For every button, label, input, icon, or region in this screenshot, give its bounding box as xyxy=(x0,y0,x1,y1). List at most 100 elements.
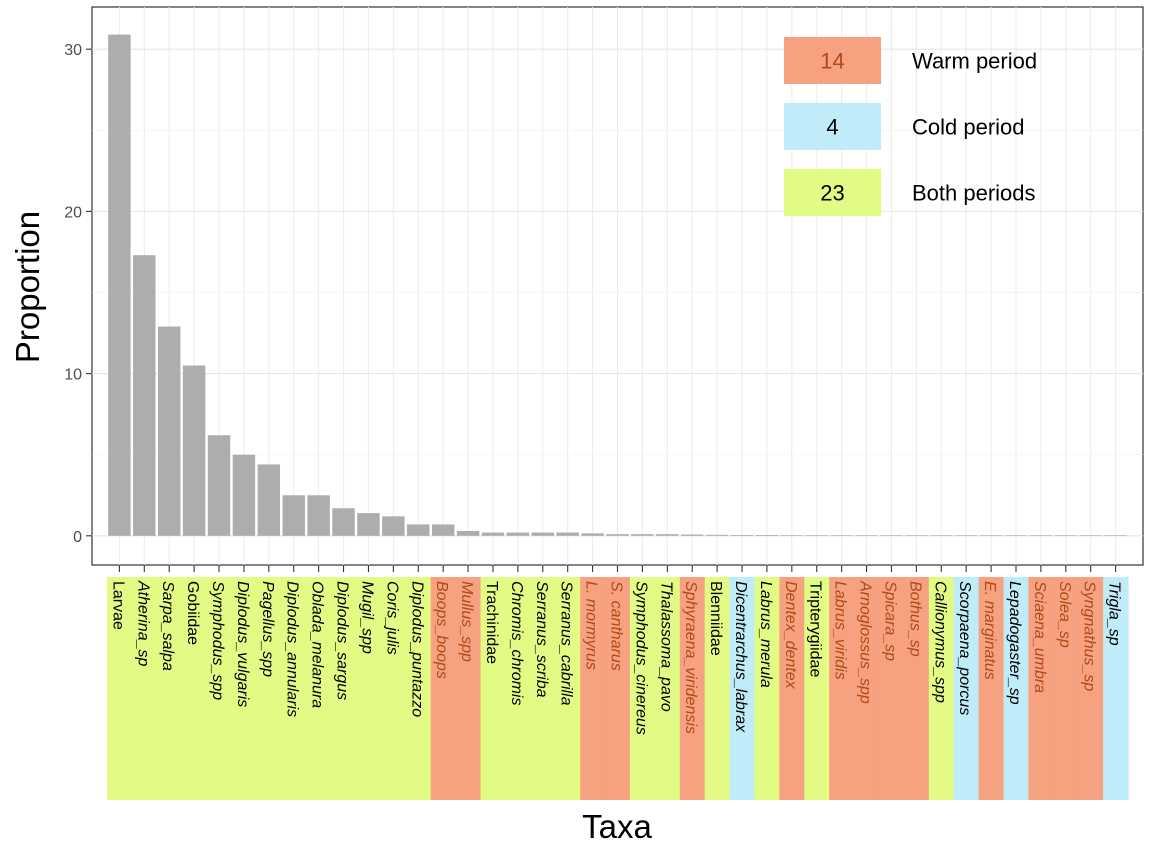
legend-swatch xyxy=(784,103,881,150)
label-background xyxy=(1053,577,1079,800)
label-background xyxy=(1103,577,1129,800)
bar xyxy=(307,495,330,536)
x-tick-label: Diplodus_vulgaris xyxy=(234,581,251,707)
bar xyxy=(506,532,530,536)
x-tick-label: Bothus_sp xyxy=(906,581,923,657)
label-background xyxy=(1078,577,1104,800)
bar xyxy=(880,535,903,536)
legend-label: Cold period xyxy=(912,115,1025,140)
bar xyxy=(1104,535,1127,536)
x-tick-label: Spicara_sp xyxy=(882,581,899,661)
label-background xyxy=(679,577,706,800)
bar xyxy=(407,524,430,536)
bars xyxy=(108,34,1127,536)
x-tick-label: Serranus_scriba xyxy=(533,581,550,698)
label-background xyxy=(580,577,606,800)
bar xyxy=(182,365,206,536)
bar xyxy=(232,454,256,536)
x-tick-label: L. mormyrus xyxy=(583,581,600,670)
label-background xyxy=(206,577,233,800)
label-background xyxy=(754,577,780,800)
x-tick-label: E. marginatus xyxy=(981,581,998,680)
x-axis-title: Taxa xyxy=(582,808,652,843)
x-tick-label: Oblada_melanura xyxy=(309,581,326,708)
bar xyxy=(431,524,455,536)
x-tick-label: Boops_boops xyxy=(433,581,450,679)
label-background xyxy=(480,577,507,800)
label-background xyxy=(355,577,382,800)
x-tick-label: Diplodus_puntazzo xyxy=(408,581,425,717)
bar xyxy=(705,534,729,536)
x-tick-label: Trachinidae xyxy=(483,581,500,664)
legend-label: Warm period xyxy=(912,49,1037,74)
label-background xyxy=(1028,577,1054,800)
x-tick-label: Callionymus_spp xyxy=(931,581,948,703)
label-background xyxy=(106,577,133,800)
label-background xyxy=(505,577,531,800)
bar xyxy=(830,535,853,536)
label-background xyxy=(903,577,930,800)
label-background xyxy=(430,577,457,800)
label-background xyxy=(256,577,282,800)
label-background xyxy=(455,577,482,800)
x-tick-label: Mullus_spp xyxy=(458,581,475,662)
y-tick-label: 10 xyxy=(64,367,82,384)
bar xyxy=(1054,535,1078,536)
bar xyxy=(382,516,405,536)
bar xyxy=(954,535,978,536)
legend-count: 23 xyxy=(820,181,844,206)
bar xyxy=(656,534,679,536)
x-tick-label: Pagellus_spp xyxy=(259,581,276,677)
label-background xyxy=(231,577,257,800)
x-tick-label: Symphodus_spp xyxy=(209,581,226,700)
label-background xyxy=(380,577,407,800)
label-background xyxy=(829,577,855,800)
x-tick-label: Diplodus_annularis xyxy=(284,581,301,717)
x-tick-label: Blenniidae xyxy=(707,581,724,656)
label-background xyxy=(704,577,731,800)
x-tick-label: Arnoglossus_spp xyxy=(857,580,874,704)
bar xyxy=(257,464,281,536)
label-background xyxy=(953,577,980,800)
bar xyxy=(556,532,579,536)
label-background xyxy=(306,577,332,800)
bar xyxy=(855,535,878,536)
bar xyxy=(631,534,654,536)
label-background xyxy=(1003,577,1030,800)
legend: 14 Warm period 4 Cold period 23 Both periods xyxy=(784,37,1037,216)
label-background xyxy=(854,577,880,800)
x-tick-label: Chromis_chromis xyxy=(508,581,525,705)
x-tick-label: Dentex_dentex xyxy=(782,581,799,690)
bar xyxy=(108,34,131,536)
bar xyxy=(207,435,231,536)
bar xyxy=(681,534,704,536)
x-tick-label: Diplodus_sargus xyxy=(334,581,351,700)
x-tick-label: Solea_sp xyxy=(1056,581,1073,648)
legend-count: 14 xyxy=(820,49,844,74)
x-tick-label: Atherina_sp xyxy=(134,580,151,666)
label-background xyxy=(804,577,830,800)
bar xyxy=(481,532,505,536)
label-background xyxy=(331,577,357,800)
x-tick-label: Larvae xyxy=(109,581,126,630)
x-tick-label: Mugil_spp xyxy=(358,581,375,654)
bar xyxy=(531,532,554,536)
x-axis-ticks xyxy=(118,565,1117,572)
y-axis: 0 10 20 30 xyxy=(64,42,92,546)
label-background xyxy=(978,577,1005,800)
bar xyxy=(1029,535,1053,536)
x-tick-label: Sciaena_umbra xyxy=(1031,581,1048,693)
bar xyxy=(1004,535,1028,536)
label-background xyxy=(605,577,631,800)
bar xyxy=(979,535,1003,536)
bar xyxy=(157,326,181,536)
x-tick-label: Gobiidae xyxy=(184,581,201,645)
x-tick-label: Dicentrarchus_labrax xyxy=(732,581,749,733)
bar xyxy=(780,535,804,536)
x-tick-label: Labrus_merula xyxy=(757,581,774,688)
x-tick-label: Labrus_viridis xyxy=(832,581,849,680)
bar xyxy=(905,535,928,536)
label-background xyxy=(281,577,307,800)
label-background xyxy=(530,577,556,800)
